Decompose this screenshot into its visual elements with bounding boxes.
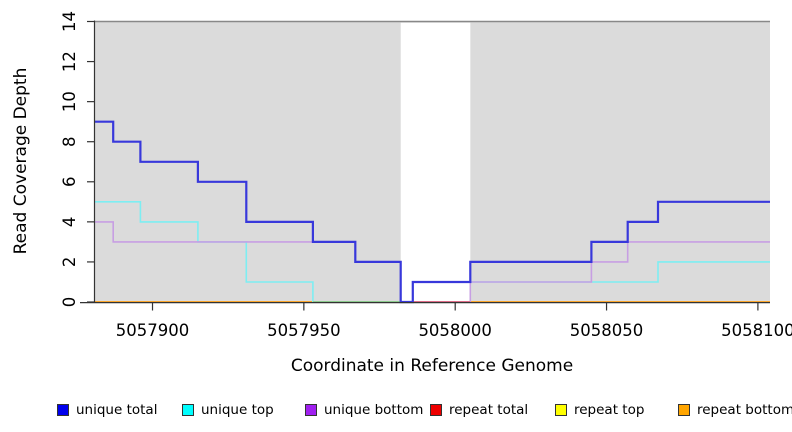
coverage-chart: 5057900 5057950 5058000 5058050 5058100 0 2 4 6 8… bbox=[11, 11, 792, 376]
legend-item-repeat-top: repeat top bbox=[555, 403, 644, 417]
legend-label: repeat bottom bbox=[697, 402, 792, 418]
chart-legend: unique total unique top unique bottom repea… bbox=[0, 403, 792, 423]
legend-label: unique top bbox=[201, 402, 274, 418]
y-tick-label: 14 bbox=[60, 11, 79, 32]
x-tick-label: 5058100 bbox=[721, 321, 792, 340]
series-line-unique-top bbox=[95, 201, 770, 303]
legend-swatch bbox=[305, 404, 317, 416]
legend-label: unique bottom bbox=[324, 402, 424, 418]
y-tick-label: 4 bbox=[60, 217, 79, 228]
legend-label: repeat top bbox=[574, 402, 645, 418]
x-tick-label: 5058050 bbox=[570, 321, 644, 340]
repeat-region-band bbox=[400, 22, 471, 302]
y-tick-label: 12 bbox=[60, 51, 79, 72]
y-tick-label: 10 bbox=[60, 91, 79, 112]
x-tick-label: 5058000 bbox=[418, 321, 492, 340]
legend-swatch bbox=[182, 404, 194, 416]
legend-label: repeat total bbox=[449, 402, 529, 418]
series-line-unique-total bbox=[95, 120, 770, 304]
x-tick-label: 5057950 bbox=[267, 321, 341, 340]
legend-item-unique-top: unique top bbox=[182, 403, 274, 417]
legend-swatch bbox=[430, 404, 442, 416]
legend-swatch bbox=[678, 404, 690, 416]
axes-layer: 5057900 5057950 5058000 5058050 5058100 0 2 4 6 8… bbox=[60, 11, 792, 340]
legend-swatch bbox=[555, 404, 567, 416]
legend-item-repeat-total: repeat total bbox=[430, 403, 528, 417]
legend-swatch bbox=[57, 404, 69, 416]
x-axis-title: Coordinate in Reference Genome bbox=[291, 356, 573, 376]
x-tick-label: 5057900 bbox=[116, 321, 190, 340]
y-tick-label: 8 bbox=[60, 136, 79, 147]
legend-item-repeat-bottom: repeat bottom bbox=[678, 403, 792, 417]
plot-background-layer bbox=[95, 20, 770, 302]
legend-label: unique total bbox=[76, 402, 158, 418]
y-tick-label: 0 bbox=[60, 297, 79, 308]
y-axis-title: Read Coverage Depth bbox=[11, 68, 31, 255]
y-tick-label: 6 bbox=[60, 177, 79, 188]
legend-item-unique-total: unique total bbox=[57, 403, 157, 417]
y-tick-label: 2 bbox=[60, 257, 79, 268]
legend-item-unique-bottom: unique bottom bbox=[305, 403, 423, 417]
